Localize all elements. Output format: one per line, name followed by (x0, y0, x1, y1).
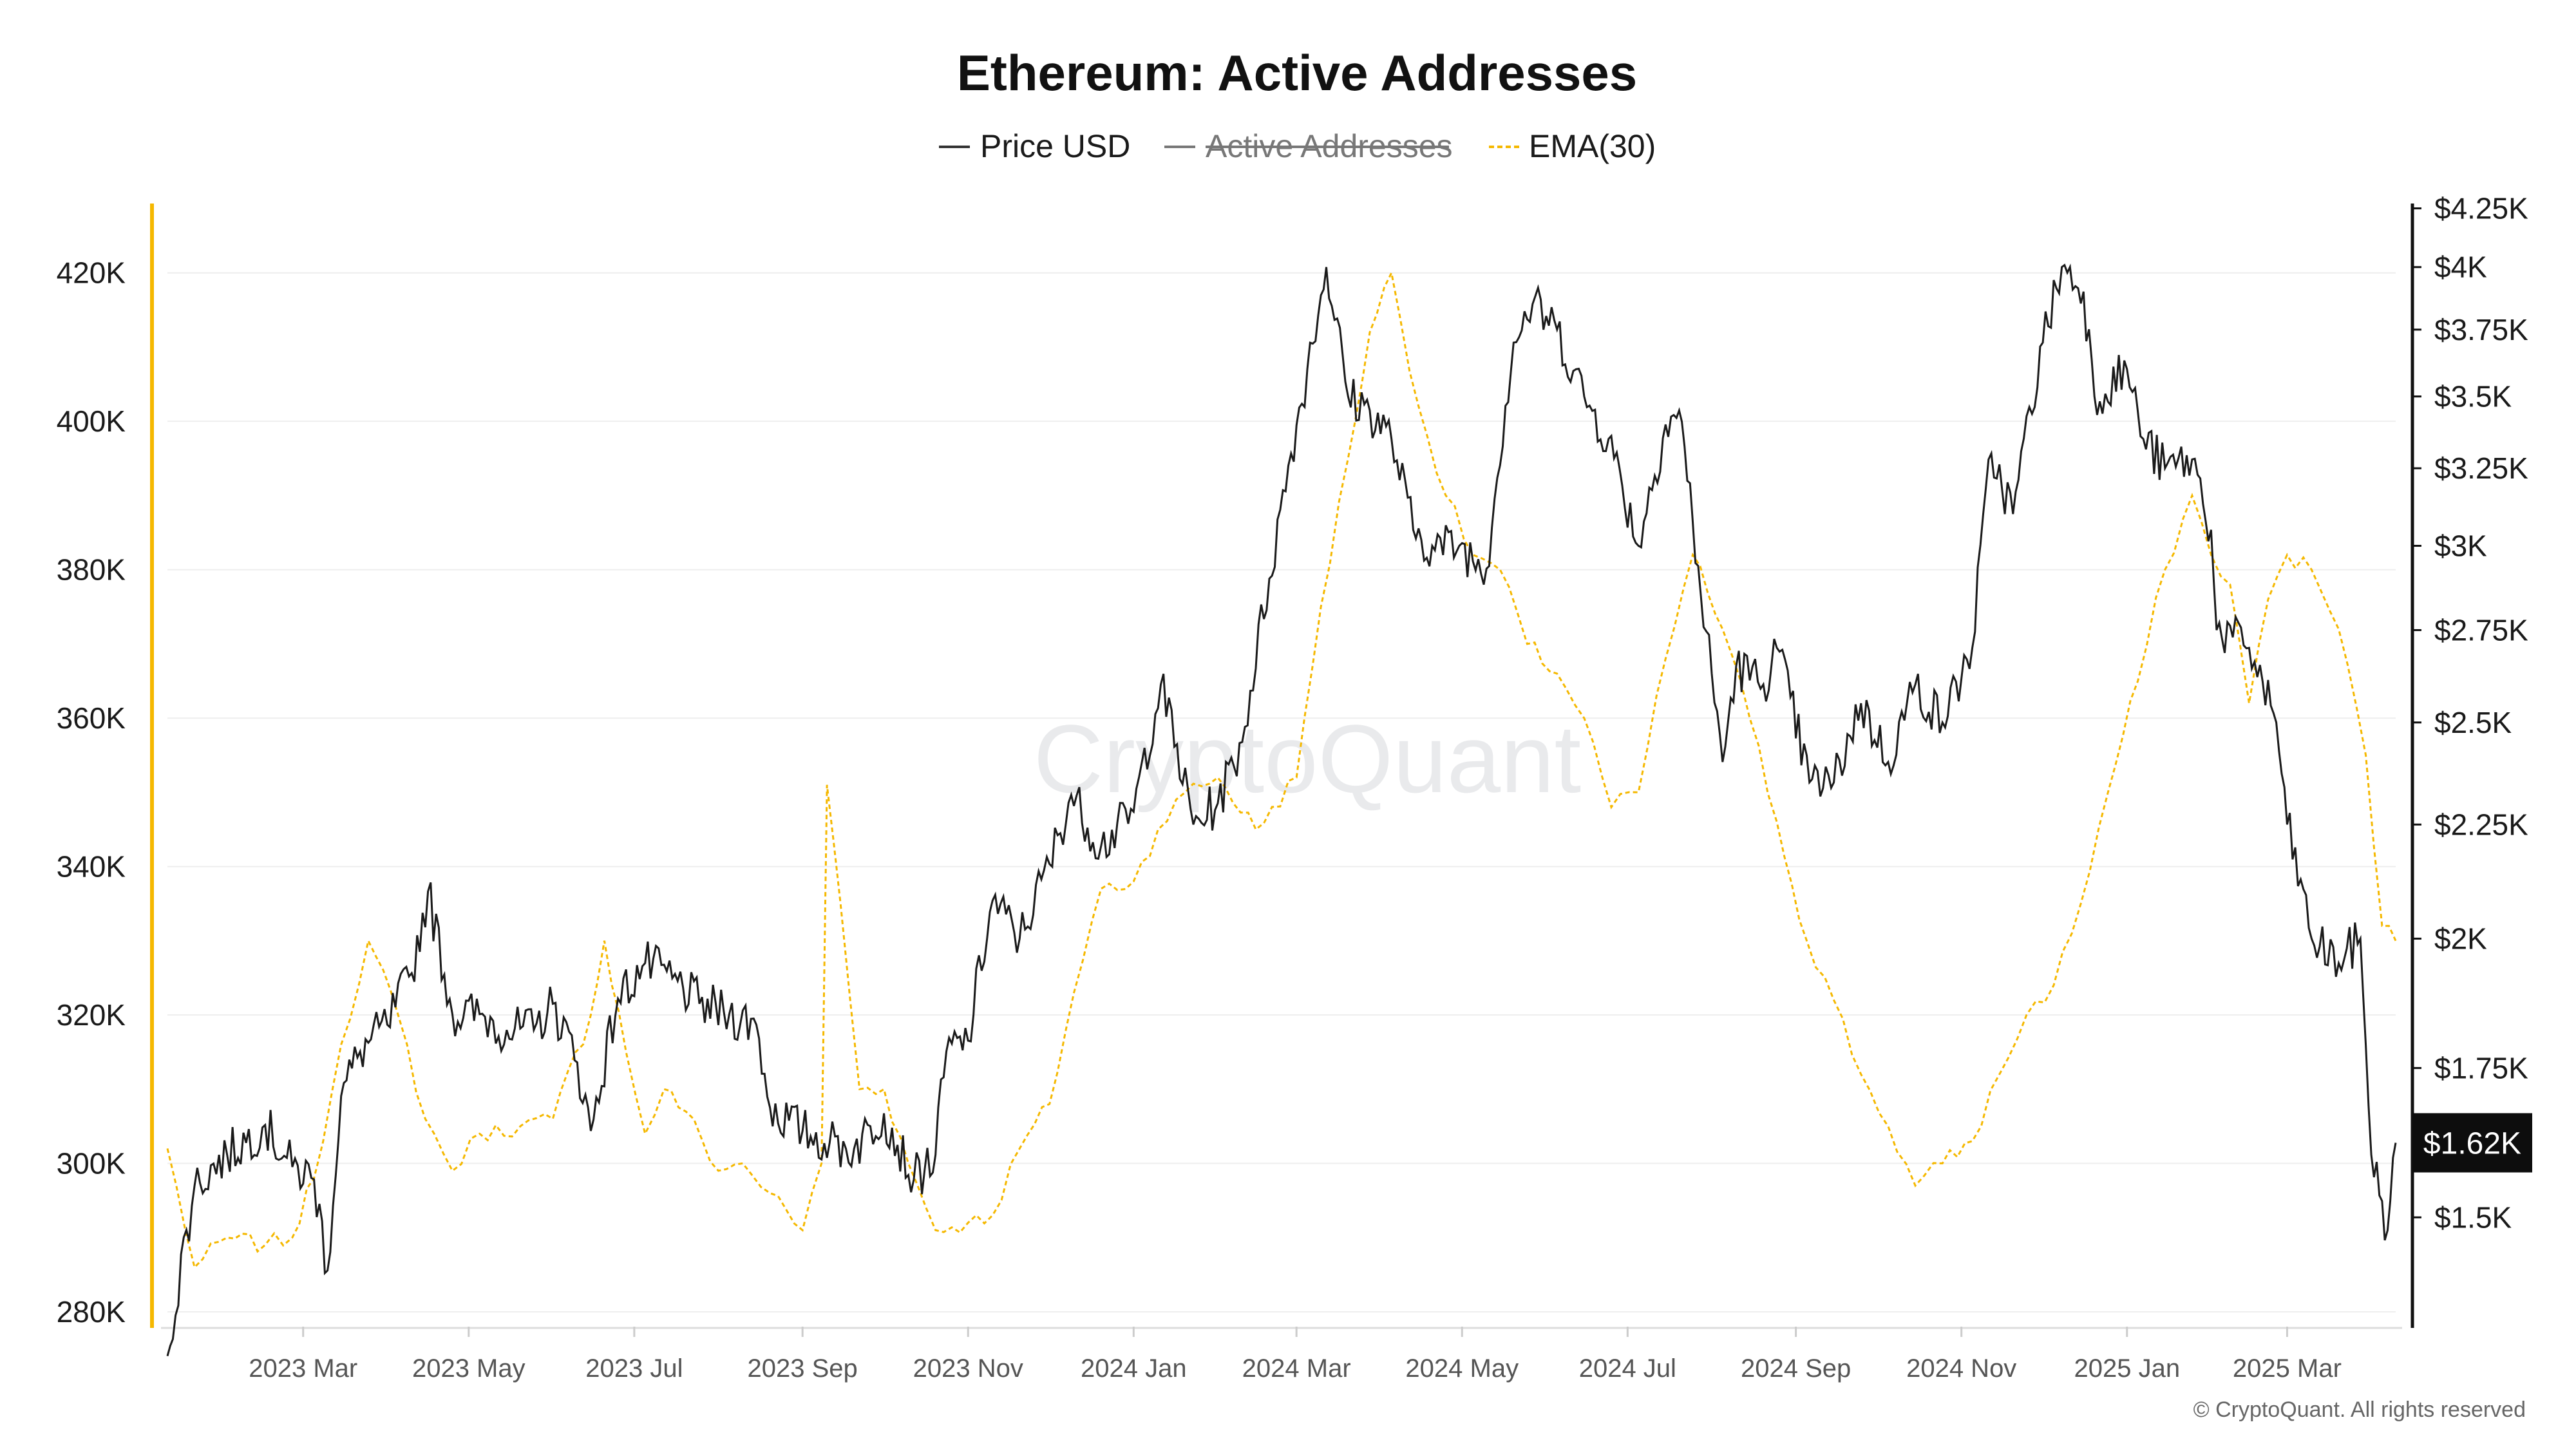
right-axis-ticks: $1.5K $1.75K $2K $2.25K $2.5K $2.75K $3K $3.25K… (2412, 192, 2528, 1234)
x-tick-label: 2023 May (412, 1354, 526, 1383)
grid (167, 272, 2396, 1312)
left-tick-label: 420K (57, 256, 126, 290)
right-tick-label: $3.75K (2434, 313, 2528, 346)
left-axis-ticks: 280K 300K 320K 340K 360K 380K 400K 420K (57, 256, 126, 1329)
x-tick-label: 2024 Jul (1579, 1354, 1676, 1383)
right-tick-label: $2.75K (2434, 613, 2528, 647)
left-tick-label: 300K (57, 1146, 126, 1180)
x-tick-label: 2024 Mar (1242, 1354, 1351, 1383)
x-tick-label: 2024 Sep (1741, 1354, 1851, 1383)
legend-label-ema: EMA(30) (1529, 128, 1656, 164)
left-tick-label: 400K (57, 404, 126, 438)
x-tick-label: 2024 May (1405, 1354, 1519, 1383)
x-tick-label: 2025 Mar (2233, 1354, 2342, 1383)
last-price-label: $1.62K (2423, 1127, 2521, 1161)
series-line-price (166, 263, 2397, 1356)
series-line-ema (166, 270, 2397, 1269)
series-group (166, 263, 2397, 1356)
x-tick-label: 2024 Jan (1081, 1354, 1187, 1383)
right-tick-label: $3.25K (2434, 451, 2528, 485)
left-tick-label: 340K (57, 850, 126, 884)
right-tick-label: $2.25K (2434, 808, 2528, 841)
right-tick-label: $4K (2434, 251, 2487, 284)
legend-item-active-addresses[interactable]: Active Addresses (1164, 128, 1453, 164)
watermark: CryptoQuant (1034, 705, 1581, 813)
legend: Price USD Active Addresses EMA(30) (939, 128, 1656, 164)
legend-item-price[interactable]: Price USD (939, 128, 1130, 164)
x-tick-label: 2023 Mar (249, 1354, 357, 1383)
x-tick-label: 2024 Nov (1906, 1354, 2016, 1383)
left-tick-label: 320K (57, 998, 126, 1032)
left-tick-label: 380K (57, 553, 126, 587)
copyright: © CryptoQuant. All rights reserved (2193, 1397, 2526, 1422)
right-tick-label: $3.5K (2434, 380, 2512, 413)
right-tick-label: $1.75K (2434, 1051, 2528, 1084)
last-price-tag: $1.62K (2412, 1113, 2532, 1173)
left-tick-label: 360K (57, 701, 126, 735)
right-tick-label: $2.5K (2434, 706, 2512, 739)
x-axis-ticks: 2023 Mar 2023 May 2023 Jul 2023 Sep 2023 Nov… (249, 1327, 2342, 1383)
legend-label-price: Price USD (980, 128, 1130, 164)
legend-item-ema[interactable]: EMA(30) (1489, 128, 1656, 164)
x-tick-label: 2025 Jan (2074, 1354, 2180, 1383)
x-tick-label: 2023 Nov (913, 1354, 1023, 1383)
left-tick-label: 280K (57, 1295, 126, 1329)
last-price-tag-bg (2412, 1113, 2532, 1173)
right-tick-label: $4.25K (2434, 192, 2528, 225)
x-tick-label: 2023 Sep (748, 1354, 858, 1383)
chart-title: Ethereum: Active Addresses (957, 44, 1637, 101)
right-tick-label: $3K (2434, 529, 2487, 563)
x-tick-label: 2023 Jul (585, 1354, 683, 1383)
right-tick-label: $1.5K (2434, 1200, 2512, 1234)
right-tick-label: $2K (2434, 922, 2487, 956)
